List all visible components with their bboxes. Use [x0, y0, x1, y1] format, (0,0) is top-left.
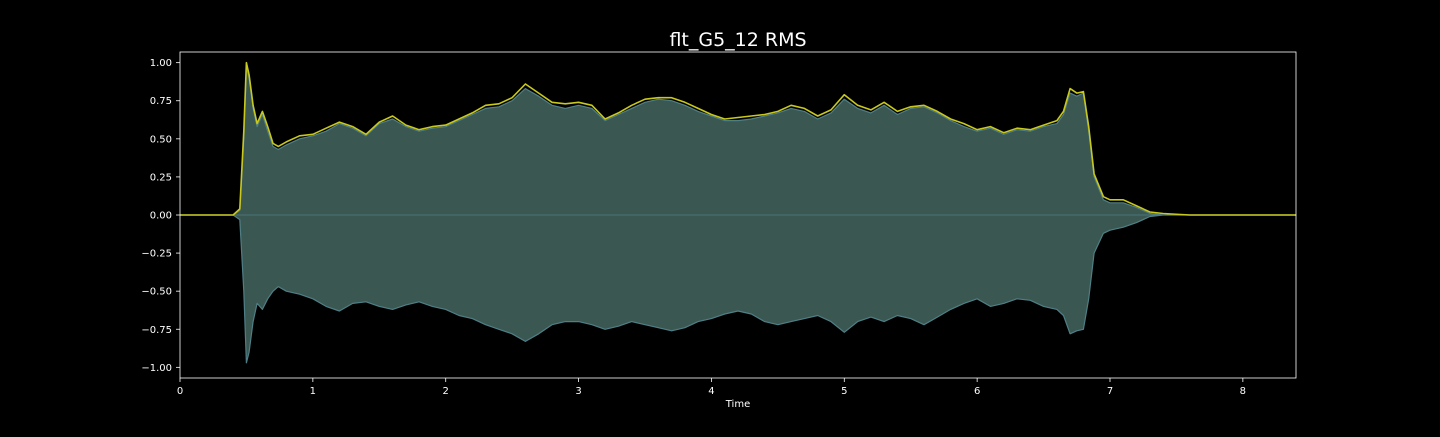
x-tick-label: 2 — [443, 386, 449, 397]
x-axis: 0 1 2 3 4 5 6 7 8 — [177, 378, 1246, 397]
x-tick-label: 0 — [177, 386, 183, 397]
x-axis-label: Time — [725, 399, 750, 410]
x-tick-label: 5 — [841, 386, 847, 397]
y-tick-label: 1.00 — [150, 58, 172, 69]
y-tick-label: 0.75 — [150, 96, 172, 107]
y-tick-label: −0.75 — [141, 325, 172, 336]
y-tick-label: 0.25 — [150, 172, 172, 183]
y-axis: 1.00 0.75 0.50 0.25 0.00 −0.25 −0.50 −0.75 −1.00 — [141, 58, 180, 374]
y-tick-label: 0.00 — [150, 211, 172, 222]
x-tick-label: 3 — [575, 386, 581, 397]
chart-title: flt_G5_12 RMS — [669, 29, 806, 51]
y-tick-label: −0.25 — [141, 249, 172, 260]
x-tick-label: 7 — [1107, 386, 1113, 397]
rms-line — [180, 61, 1296, 216]
y-tick-label: −1.00 — [141, 363, 172, 374]
x-tick-label: 4 — [708, 386, 714, 397]
x-tick-label: 8 — [1240, 386, 1246, 397]
y-tick-label: 0.50 — [150, 134, 172, 145]
y-tick-label: −0.50 — [141, 287, 172, 298]
x-tick-label: 6 — [974, 386, 980, 397]
x-tick-label: 1 — [310, 386, 316, 397]
